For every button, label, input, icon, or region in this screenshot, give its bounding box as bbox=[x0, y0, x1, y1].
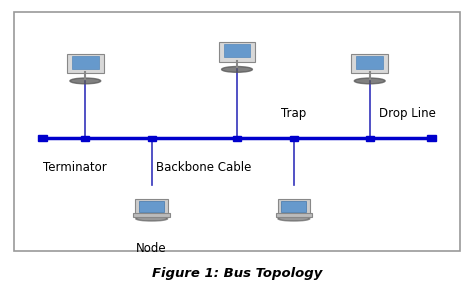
Bar bbox=[38, 135, 47, 141]
Text: Trap: Trap bbox=[281, 107, 307, 120]
Text: Node: Node bbox=[137, 242, 167, 255]
FancyBboxPatch shape bbox=[219, 42, 255, 62]
FancyBboxPatch shape bbox=[276, 213, 312, 217]
Bar bbox=[233, 136, 241, 141]
FancyBboxPatch shape bbox=[282, 202, 306, 212]
FancyBboxPatch shape bbox=[139, 202, 164, 212]
FancyBboxPatch shape bbox=[134, 213, 170, 217]
FancyBboxPatch shape bbox=[67, 54, 104, 73]
Ellipse shape bbox=[355, 78, 385, 84]
FancyBboxPatch shape bbox=[351, 54, 388, 73]
Ellipse shape bbox=[278, 216, 310, 221]
Bar bbox=[82, 136, 89, 141]
Bar bbox=[366, 136, 374, 141]
Text: Drop Line: Drop Line bbox=[379, 107, 436, 120]
FancyBboxPatch shape bbox=[14, 12, 460, 251]
Text: Figure 1: Bus Topology: Figure 1: Bus Topology bbox=[152, 267, 322, 280]
FancyBboxPatch shape bbox=[356, 56, 383, 69]
FancyBboxPatch shape bbox=[72, 56, 99, 69]
Text: Terminator: Terminator bbox=[43, 161, 106, 174]
FancyBboxPatch shape bbox=[277, 199, 310, 214]
Ellipse shape bbox=[136, 216, 168, 221]
Text: Backbone Cable: Backbone Cable bbox=[156, 161, 252, 174]
Bar bbox=[427, 135, 436, 141]
Ellipse shape bbox=[221, 67, 252, 72]
FancyBboxPatch shape bbox=[224, 44, 250, 58]
Ellipse shape bbox=[70, 78, 100, 84]
Bar bbox=[148, 136, 155, 141]
FancyBboxPatch shape bbox=[136, 199, 168, 214]
Bar bbox=[290, 136, 298, 141]
